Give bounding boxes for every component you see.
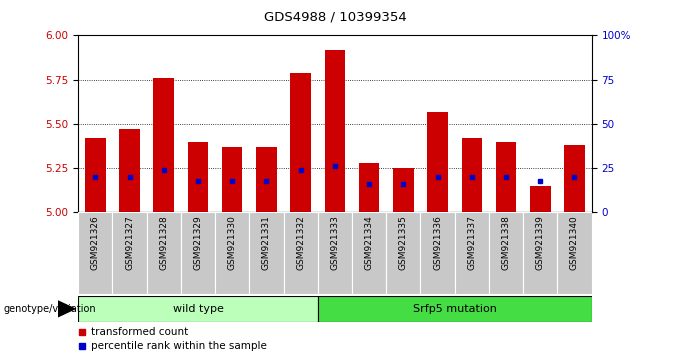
Text: GSM921327: GSM921327	[125, 215, 134, 270]
Text: GSM921335: GSM921335	[399, 215, 408, 270]
Text: GSM921328: GSM921328	[159, 215, 168, 270]
Text: GSM921336: GSM921336	[433, 215, 442, 270]
Bar	[462, 138, 482, 212]
Bar	[427, 112, 448, 212]
Text: transformed count: transformed count	[90, 327, 188, 337]
Bar	[420, 212, 455, 294]
Bar	[222, 147, 243, 212]
Bar	[558, 212, 592, 294]
Bar	[154, 78, 174, 212]
Text: wild type: wild type	[173, 304, 224, 314]
Bar	[147, 212, 181, 294]
Bar	[284, 212, 318, 294]
Bar	[489, 212, 523, 294]
Bar	[352, 212, 386, 294]
Text: percentile rank within the sample: percentile rank within the sample	[90, 341, 267, 350]
Bar	[85, 138, 105, 212]
Bar	[386, 212, 420, 294]
Text: GDS4988 / 10399354: GDS4988 / 10399354	[264, 11, 406, 24]
Bar	[318, 296, 592, 322]
Bar	[250, 212, 284, 294]
Bar	[393, 168, 413, 212]
Text: GSM921338: GSM921338	[502, 215, 511, 270]
Bar	[78, 296, 318, 322]
Text: GSM921331: GSM921331	[262, 215, 271, 270]
Bar	[496, 142, 516, 212]
Bar	[290, 73, 311, 212]
Bar	[119, 129, 140, 212]
Text: GSM921329: GSM921329	[194, 215, 203, 270]
Text: GSM921340: GSM921340	[570, 215, 579, 270]
Bar	[78, 212, 112, 294]
Bar	[324, 50, 345, 212]
Text: GSM921333: GSM921333	[330, 215, 339, 270]
Text: GSM921332: GSM921332	[296, 215, 305, 270]
Bar	[530, 186, 551, 212]
Bar	[181, 212, 215, 294]
Bar	[359, 163, 379, 212]
Text: GSM921334: GSM921334	[364, 215, 373, 270]
Bar	[318, 212, 352, 294]
Text: GSM921339: GSM921339	[536, 215, 545, 270]
Polygon shape	[58, 301, 75, 317]
Bar	[215, 212, 250, 294]
Text: GSM921326: GSM921326	[91, 215, 100, 270]
Text: GSM921330: GSM921330	[228, 215, 237, 270]
Bar	[523, 212, 558, 294]
Bar	[256, 147, 277, 212]
Bar	[564, 145, 585, 212]
Bar	[112, 212, 147, 294]
Text: genotype/variation: genotype/variation	[3, 304, 96, 314]
Bar	[188, 142, 208, 212]
Text: Srfp5 mutation: Srfp5 mutation	[413, 304, 496, 314]
Text: GSM921337: GSM921337	[467, 215, 476, 270]
Bar	[455, 212, 489, 294]
